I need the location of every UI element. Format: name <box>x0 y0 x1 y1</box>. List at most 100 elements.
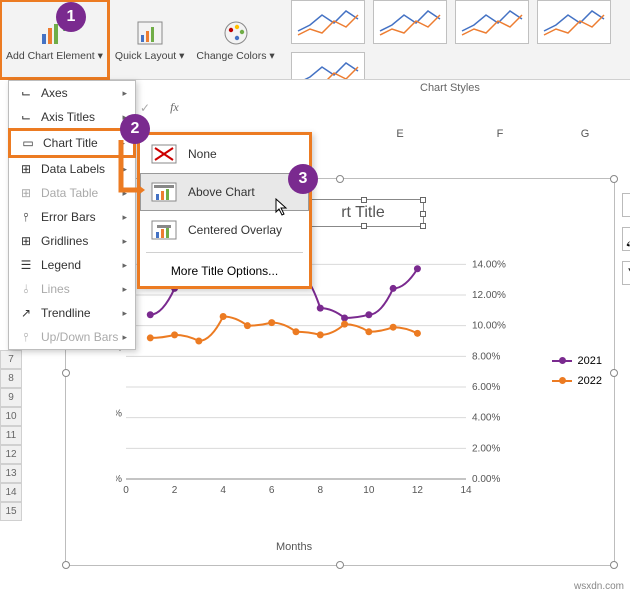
menu-updown-bars: ⫯Up/Down Bars▸ <box>9 325 135 349</box>
svg-text:4.00%: 4.00% <box>472 413 500 424</box>
menu-lines: ⫰Lines▸ <box>9 277 135 301</box>
lines-icon: ⫰ <box>17 282 35 296</box>
menu-axes[interactable]: ⌙Axes▸ <box>9 81 135 105</box>
chart-resize-handle[interactable] <box>62 369 70 377</box>
svg-text:8.00%: 8.00% <box>472 351 500 362</box>
svg-text:14.00%: 14.00% <box>472 259 506 270</box>
chart-resize-handle[interactable] <box>610 369 618 377</box>
rowhead: 10 <box>0 407 22 426</box>
rowhead: 7 <box>0 350 22 369</box>
chart-resize-handle[interactable] <box>610 561 618 569</box>
chart-brush-button[interactable]: 🖌 <box>622 227 630 251</box>
watermark: wsxdn.com <box>574 581 624 592</box>
chart-filter-button[interactable]: ⧩ <box>622 261 630 285</box>
chart-resize-handle[interactable] <box>336 175 344 183</box>
callout-badge-1: 1 <box>56 2 86 32</box>
data-labels-icon: ⊞ <box>17 162 35 176</box>
quick-layout-icon <box>134 17 166 49</box>
colhead: E <box>350 128 450 140</box>
chart-style-thumb[interactable] <box>291 52 365 79</box>
rowhead: 13 <box>0 464 22 483</box>
quick-layout-button[interactable]: Quick Layout ▾ <box>109 0 191 79</box>
chart-styles-group-label: Chart Styles <box>420 82 480 94</box>
rowhead: 12 <box>0 445 22 464</box>
none-icon <box>150 143 178 165</box>
colhead: G <box>550 128 620 140</box>
rowhead: 15 <box>0 502 22 521</box>
cursor-icon <box>275 198 291 219</box>
chart-title-icon: ▭ <box>19 136 37 150</box>
legend-marker-2022: .legend-item:nth-child(2) .legend-marker… <box>552 380 572 382</box>
chart-style-thumb[interactable] <box>537 0 611 44</box>
title-handle[interactable] <box>361 197 367 203</box>
callout-badge-2: 2 <box>120 114 150 144</box>
chart-resize-handle[interactable] <box>610 175 618 183</box>
chart-legend: .legend-item:nth-child(1) .legend-marker… <box>552 355 602 395</box>
menu-gridlines[interactable]: ⊞Gridlines▸ <box>9 229 135 253</box>
row-headers: 7 8 9 10 11 12 13 14 15 <box>0 350 22 521</box>
svg-text:14: 14 <box>460 485 472 496</box>
add-chart-element-label: Add Chart Element <box>6 50 95 62</box>
svg-text:6.00%: 6.00% <box>472 382 500 393</box>
menu-legend[interactable]: ☰Legend▸ <box>9 253 135 277</box>
column-headers: E F G <box>350 128 620 140</box>
rowhead: 8 <box>0 369 22 388</box>
rowhead: 11 <box>0 426 22 445</box>
svg-text:4: 4 <box>220 485 226 496</box>
title-handle[interactable] <box>420 223 426 229</box>
menu-trendline[interactable]: ↗Trendline▸ <box>9 301 135 325</box>
change-colors-icon <box>220 17 252 49</box>
callout-badge-3: 3 <box>288 164 318 194</box>
svg-text:0.00%: 0.00% <box>116 474 122 485</box>
legend-icon: ☰ <box>17 258 35 272</box>
rowhead: 14 <box>0 483 22 502</box>
title-handle[interactable] <box>420 197 426 203</box>
svg-text:6: 6 <box>269 485 275 496</box>
fx-icon: fx <box>170 100 179 115</box>
svg-text:0.00%: 0.00% <box>472 474 500 485</box>
change-colors-label: Change Colors <box>196 50 266 62</box>
chart-title-placeholder[interactable]: rt Title <box>302 199 424 227</box>
chart-resize-handle[interactable] <box>62 561 70 569</box>
add-chart-element-button[interactable]: + Add Chart Element ▾ <box>0 0 109 79</box>
updown-icon: ⫯ <box>17 330 35 344</box>
error-bars-icon: ⫯ <box>17 210 35 224</box>
svg-text:8: 8 <box>318 485 324 496</box>
svg-text:10: 10 <box>363 485 375 496</box>
above-chart-icon <box>150 181 178 203</box>
data-table-icon: ⊞ <box>17 186 35 200</box>
svg-text:2.00%: 2.00% <box>472 443 500 454</box>
submenu-more-options[interactable]: More Title Options... <box>140 256 309 286</box>
gridlines-icon: ⊞ <box>17 234 35 248</box>
chart-style-thumb[interactable] <box>455 0 529 44</box>
title-handle[interactable] <box>420 211 426 217</box>
formula-bar: ✓ fx <box>140 100 179 115</box>
chart-styles-gallery[interactable] <box>281 0 630 79</box>
chart-element-menu: ⌙Axes▸ ⌙Axis Titles▸ ▭Chart Title▸ ⊞Data… <box>8 80 136 350</box>
centered-overlay-icon <box>150 219 178 241</box>
menu-axis-titles[interactable]: ⌙Axis Titles▸ <box>9 105 135 129</box>
chart-style-thumb[interactable] <box>373 0 447 44</box>
rowhead: 9 <box>0 388 22 407</box>
svg-text:12: 12 <box>412 485 424 496</box>
chart-plus-button[interactable]: + <box>622 193 630 217</box>
axes-icon: ⌙ <box>17 86 35 100</box>
connector-arrow <box>105 140 145 210</box>
title-handle[interactable] <box>361 223 367 229</box>
submenu-none[interactable]: None <box>140 135 309 173</box>
svg-text:0: 0 <box>123 485 129 496</box>
svg-text:10.00%: 10.00% <box>472 321 506 332</box>
axis-titles-icon: ⌙ <box>17 110 35 124</box>
svg-text:1.00%: 1.00% <box>116 408 122 419</box>
colhead: F <box>450 128 550 140</box>
quick-layout-label: Quick Layout <box>115 50 176 62</box>
submenu-separator <box>146 252 303 253</box>
svg-text:12.00%: 12.00% <box>472 290 506 301</box>
chart-resize-handle[interactable] <box>336 561 344 569</box>
chart-style-thumb[interactable] <box>291 0 365 44</box>
svg-text:2: 2 <box>172 485 178 496</box>
legend-marker-2021: .legend-item:nth-child(1) .legend-marker… <box>552 360 572 362</box>
formula-check-icon: ✓ <box>140 101 150 115</box>
trendline-icon: ↗ <box>17 306 35 320</box>
change-colors-button[interactable]: Change Colors ▾ <box>190 0 280 79</box>
